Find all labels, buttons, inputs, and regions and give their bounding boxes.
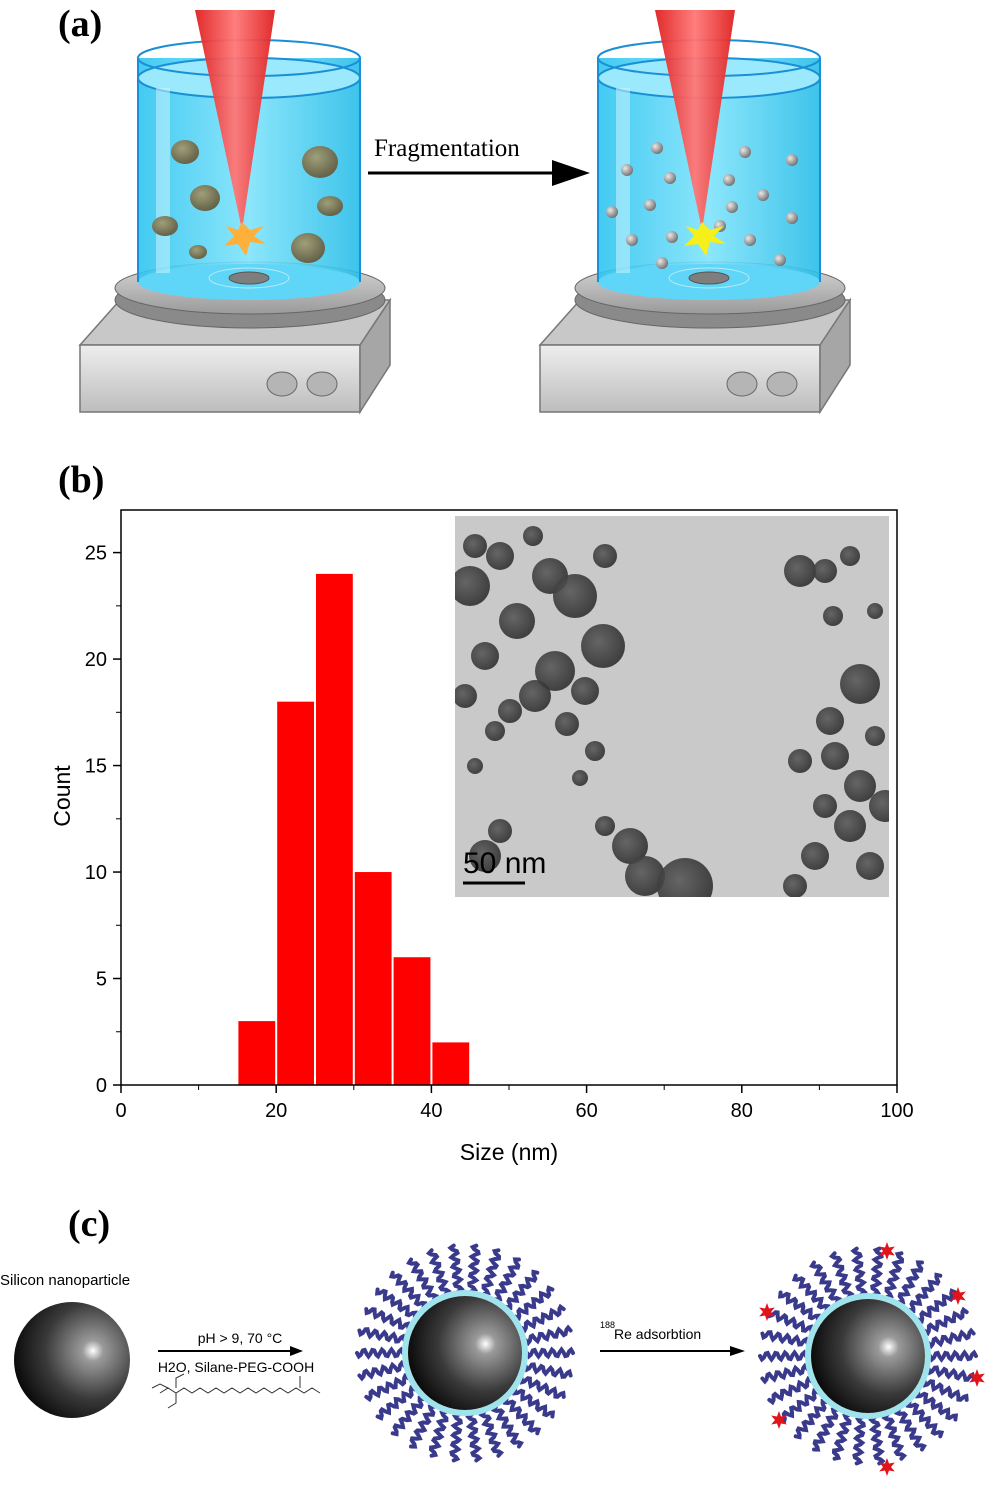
step1-reagents: H2O, Silane-PEG-COOH (158, 1359, 314, 1375)
re188-labeled-nanoparticle (758, 1242, 985, 1476)
y-tick-label: 0 (96, 1075, 107, 1097)
rhenium-star (771, 1411, 787, 1429)
rhenium-star (969, 1369, 985, 1387)
histogram-bar (238, 1021, 276, 1085)
rhenium-star (950, 1287, 966, 1305)
histogram-axes: 0 20 40 60 80 100 0 5 10 15 20 25 (85, 509, 914, 1122)
fragmentation-arrow (368, 160, 590, 186)
panel-c-scheme: Silicon nanoparticle pH > 9, 70 °C H2O, … (0, 1242, 985, 1476)
scale-bar-label: 50 nm (463, 847, 546, 880)
histogram-bar (316, 573, 353, 1085)
step2-sup: 188 (600, 1320, 615, 1330)
y-axis-title: Count (49, 765, 75, 827)
panel-c-label: (c) (68, 1203, 111, 1245)
panel-a-label: (a) (58, 3, 103, 45)
y-tick-label: 25 (85, 543, 107, 565)
fragmentation-label: Fragmentation (374, 135, 520, 162)
right-beaker (597, 10, 821, 300)
x-tick-label: 40 (420, 1100, 442, 1122)
histogram-bars (238, 573, 470, 1085)
peg-chains-1 (355, 1243, 575, 1463)
rhenium-star (759, 1303, 775, 1321)
x-tick-label: 80 (731, 1100, 753, 1122)
step2-label: Re adsorbtion (614, 1326, 701, 1342)
histogram-bar (354, 872, 392, 1085)
histogram-bar (277, 701, 314, 1085)
rhenium-stars (759, 1242, 985, 1476)
silicon-np-label: Silicon nanoparticle (0, 1272, 130, 1289)
tem-inset-image: 50 nm (455, 516, 889, 897)
bare-silicon-nanoparticle (14, 1302, 130, 1418)
tem-particles (455, 526, 889, 897)
step1-conditions: pH > 9, 70 °C (198, 1330, 283, 1346)
peg-coated-nanoparticle (355, 1243, 575, 1463)
x-tick-label: 0 (115, 1100, 126, 1122)
rhenium-star (879, 1458, 895, 1476)
right-laser-beam (655, 10, 735, 230)
left-beaker (137, 10, 361, 300)
y-tick-label: 10 (85, 862, 107, 884)
silane-peg-structure (151, 1373, 321, 1409)
y-tick-label: 5 (96, 969, 107, 991)
histogram-bar (393, 957, 431, 1085)
left-base-side (359, 297, 391, 415)
size-histogram: 0 20 40 60 80 100 0 5 10 15 20 25 Size (nm) Count (49, 509, 914, 1165)
x-tick-label: 100 (880, 1100, 913, 1122)
y-tick-label: 15 (85, 756, 107, 778)
x-tick-label: 60 (575, 1100, 597, 1122)
left-spark (224, 222, 266, 256)
x-axis-title: Size (nm) (460, 1139, 558, 1165)
histogram-bar (432, 1042, 470, 1085)
left-knob-1 (266, 371, 298, 397)
right-spark (684, 222, 726, 256)
y-tick-label: 20 (85, 649, 107, 671)
x-tick-label: 20 (265, 1100, 287, 1122)
panel-b-label: (b) (58, 459, 105, 501)
panel-a-illustration: Fragmentation (78, 10, 852, 415)
rhenium-star (879, 1242, 895, 1260)
peg-chains-2 (758, 1246, 978, 1466)
left-knob-2 (306, 371, 338, 397)
right-knob-1 (726, 371, 758, 397)
left-laser-beam (195, 10, 275, 230)
right-knob-2 (766, 371, 798, 397)
